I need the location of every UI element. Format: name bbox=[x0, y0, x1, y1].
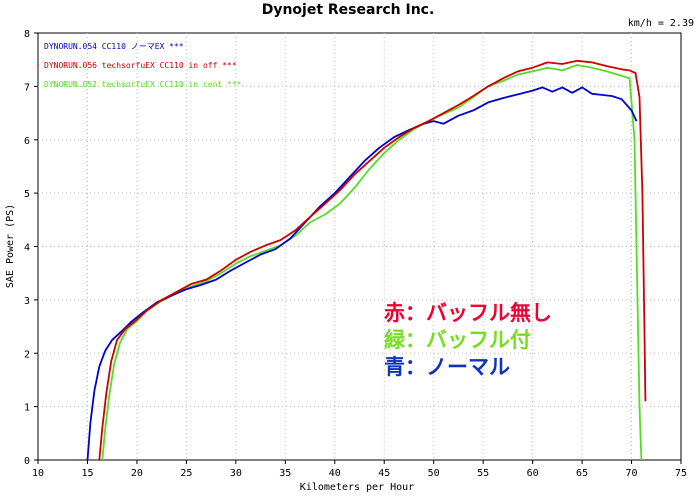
x-tick-label: 55 bbox=[477, 468, 489, 479]
x-axis-ticks: 10 15 20 25 30 35 40 45 50 55 60 65 70 75 bbox=[32, 460, 687, 479]
x-tick-label: 25 bbox=[180, 468, 192, 479]
x-tick-label: 30 bbox=[230, 468, 242, 479]
legend-entry-3: DYNORUN.052 techsorfuEX CC110 in cent **… bbox=[44, 80, 242, 89]
y-tick-label: 3 bbox=[24, 296, 30, 307]
y-tick-label: 1 bbox=[24, 403, 30, 414]
x-tick-label: 10 bbox=[32, 468, 44, 479]
series-line-3 bbox=[101, 64, 643, 461]
y-axis-label: SAE Power (PS) bbox=[5, 204, 16, 288]
y-tick-label: 5 bbox=[24, 189, 30, 200]
series-line-2 bbox=[98, 59, 647, 461]
chart-title: Dynojet Research Inc. bbox=[262, 2, 435, 18]
speed-conversion-note: km/h = 2.39 bbox=[628, 18, 694, 29]
grid bbox=[38, 33, 681, 460]
y-tick-label: 6 bbox=[24, 136, 30, 147]
x-tick-label: 75 bbox=[675, 468, 687, 479]
y-tick-label: 7 bbox=[24, 82, 30, 93]
y-tick-label: 4 bbox=[24, 243, 30, 254]
annotation-3: 青：ノーマル bbox=[384, 355, 510, 379]
legend-entry-1: DYNORUN.054 CC110 ノーマEX *** bbox=[44, 42, 184, 51]
x-tick-label: 65 bbox=[576, 468, 588, 479]
x-tick-label: 70 bbox=[626, 468, 638, 479]
annotation-2: 緑：バッフル付 bbox=[384, 328, 531, 352]
x-tick-label: 50 bbox=[428, 468, 440, 479]
y-tick-label: 8 bbox=[24, 29, 30, 40]
x-tick-label: 40 bbox=[329, 468, 341, 479]
annotation-1: 赤：バッフル無し bbox=[384, 301, 552, 325]
y-axis-ticks: 0 1 2 3 4 5 6 7 8 bbox=[24, 29, 38, 467]
x-tick-label: 35 bbox=[279, 468, 291, 479]
legend-entry-2: DYNORUN.056 techsorfuEX CC110 in off *** bbox=[44, 61, 237, 70]
y-tick-label: 0 bbox=[24, 456, 30, 467]
series-line-1 bbox=[86, 86, 638, 461]
y-tick-label: 2 bbox=[24, 349, 30, 360]
x-tick-label: 60 bbox=[527, 468, 539, 479]
x-tick-label: 45 bbox=[378, 468, 390, 479]
x-tick-label: 20 bbox=[131, 468, 143, 479]
legend: DYNORUN.054 CC110 ノーマEX *** DYNORUN.056 t… bbox=[44, 42, 242, 89]
series-lines bbox=[86, 59, 647, 461]
x-axis-label: Kilometers per Hour bbox=[300, 482, 414, 493]
x-tick-label: 15 bbox=[81, 468, 93, 479]
